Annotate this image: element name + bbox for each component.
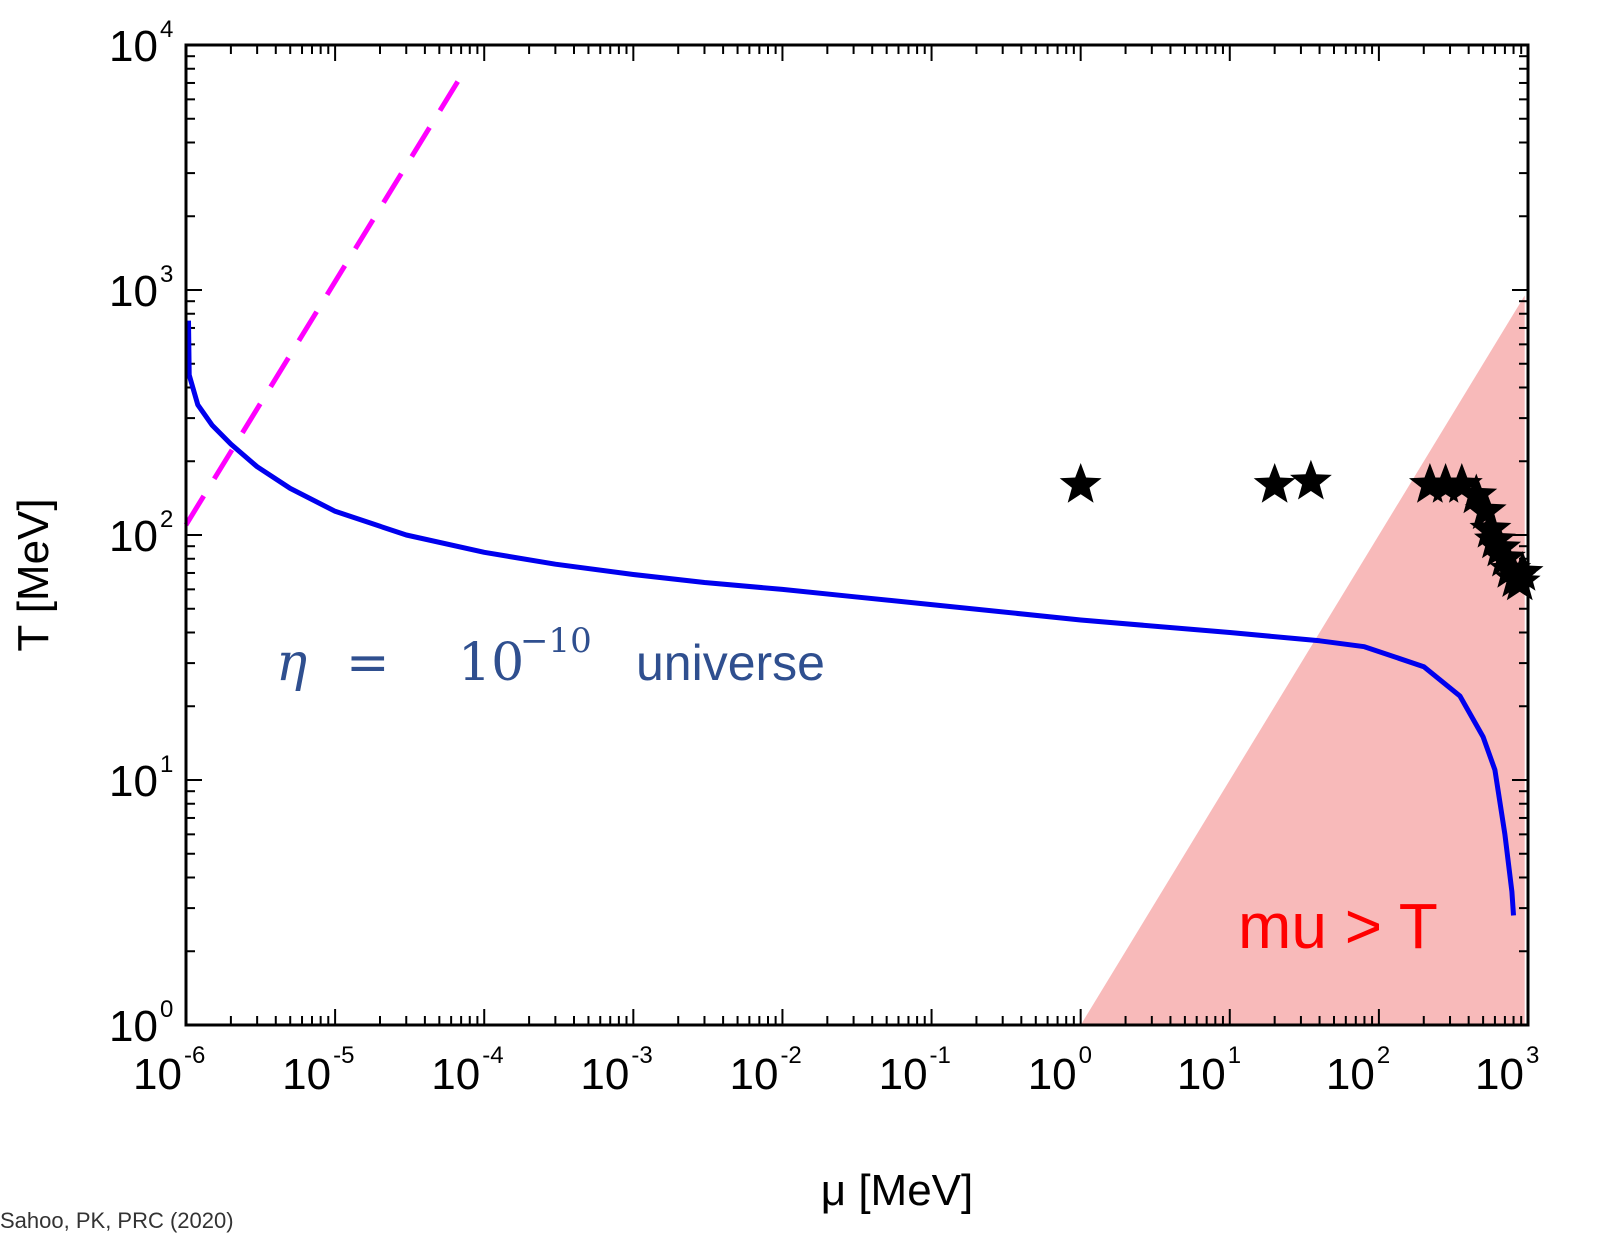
x-tick-label: 10 2 [1326, 1042, 1390, 1099]
y-tick-base: 10 [109, 267, 158, 316]
plot-frame [184, 43, 1530, 1027]
x-tick-exponent: -5 [333, 1042, 354, 1069]
x-tick-exponent: -1 [930, 1042, 951, 1069]
y-tick-exponent: 0 [160, 996, 173, 1023]
x-tick-label: 10 -6 [133, 1042, 205, 1099]
x-tick-base: 10 [729, 1050, 778, 1099]
x-tick-base: 10 [1177, 1050, 1226, 1099]
x-tick-label: 10 -4 [431, 1042, 503, 1099]
y-tick-label: 10 4 [109, 16, 173, 71]
citation: Sahoo, PK, PRC (2020) [0, 1208, 234, 1233]
solid-series-line [186, 320, 1516, 916]
eta-equals: = [346, 633, 390, 693]
x-tick-label: 10 -3 [580, 1042, 652, 1099]
star-marker [1484, 536, 1526, 577]
y-axis-label: T [MeV] [9, 498, 58, 651]
y-tick-label: 10 0 [109, 996, 173, 1051]
x-tick-exponent: -6 [184, 1042, 205, 1069]
star-marker [1501, 551, 1544, 591]
eta-base: 10 [458, 633, 524, 693]
star-marker [1455, 473, 1498, 514]
y-tick-label: 10 1 [109, 751, 173, 806]
y-tick-exponent: 3 [160, 261, 173, 288]
star-marker [1253, 463, 1296, 503]
x-axis-label: μ [MeV] [821, 1166, 974, 1215]
y-tick-label: 10 2 [109, 506, 173, 561]
star-marker [1059, 463, 1102, 503]
x-tick-base: 10 [1028, 1050, 1077, 1099]
x-tick-exponent: -2 [780, 1042, 801, 1069]
x-tick-base: 10 [1475, 1050, 1524, 1099]
star-marker [1464, 489, 1507, 530]
y-tick-exponent: 1 [160, 751, 173, 778]
x-tick-base: 10 [1326, 1050, 1375, 1099]
eta-symbol: η [276, 633, 307, 693]
x-tick-base: 10 [282, 1050, 331, 1099]
x-tick-exponent: 1 [1228, 1042, 1241, 1069]
y-tick-base: 10 [109, 1002, 158, 1051]
x-tick-base: 10 [879, 1050, 928, 1099]
eta-annotation: η = 10 −10 universe [276, 621, 825, 693]
region-label: mu > T [1238, 890, 1438, 962]
x-tick-label: 10 -5 [282, 1042, 354, 1099]
dashed-series-line [183, 67, 468, 527]
x-tick-label: 10 1 [1177, 1042, 1241, 1099]
star-marker [1290, 459, 1332, 500]
star-marker [1440, 463, 1483, 503]
x-tick-label: 10 -1 [879, 1042, 951, 1099]
y-tick-exponent: 2 [160, 506, 173, 533]
x-tick-label: 10 -2 [729, 1042, 801, 1099]
star-marker [1409, 463, 1451, 503]
x-tick-exponent: 0 [1079, 1042, 1092, 1069]
x-tick-exponent: 3 [1526, 1042, 1539, 1069]
shaded-region [1080, 295, 1525, 1025]
y-tick-base: 10 [109, 757, 158, 806]
eta-exponent: −10 [520, 621, 592, 661]
star-marker [1474, 518, 1516, 559]
star-marker [1479, 526, 1521, 567]
x-tick-exponent: -3 [631, 1042, 652, 1069]
y-tick-exponent: 4 [160, 16, 173, 43]
x-tick-label: 10 3 [1475, 1042, 1539, 1099]
eta-universe-label: universe [636, 635, 825, 691]
x-tick-base: 10 [580, 1050, 629, 1099]
x-tick-base: 10 [431, 1050, 480, 1099]
x-tick-label: 10 0 [1028, 1042, 1092, 1099]
y-tick-label: 10 3 [109, 261, 173, 316]
y-tick-base: 10 [109, 22, 158, 71]
x-tick-base: 10 [133, 1050, 182, 1099]
x-tick-exponent: 2 [1377, 1042, 1390, 1069]
x-tick-exponent: -4 [482, 1042, 503, 1069]
y-tick-base: 10 [109, 512, 158, 561]
star-marker [1469, 507, 1512, 548]
star-marker [1424, 463, 1467, 503]
